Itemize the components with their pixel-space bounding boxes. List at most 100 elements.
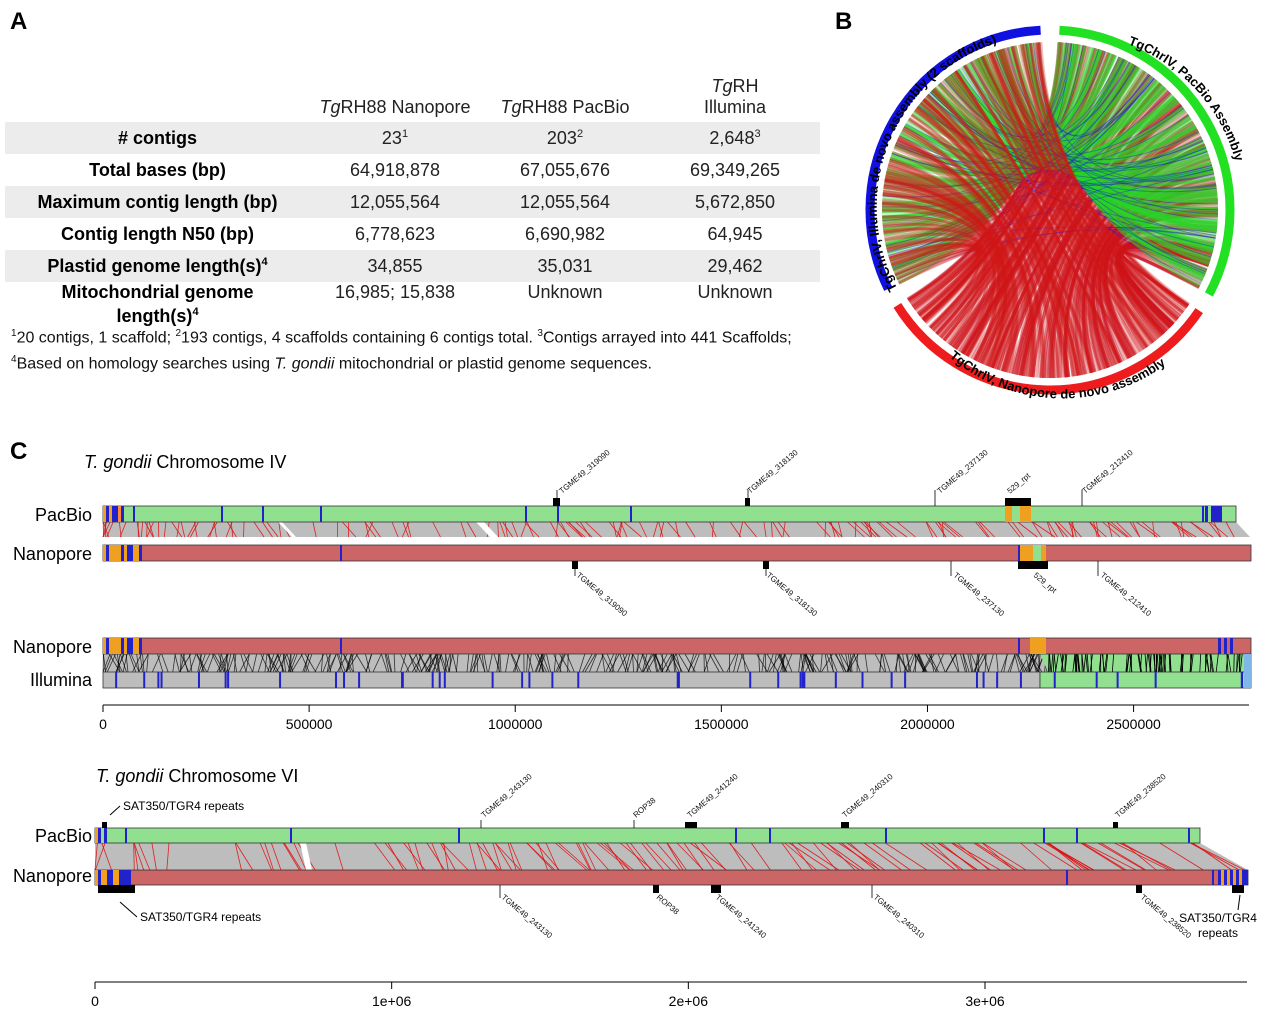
synteny-line <box>1225 521 1235 538</box>
contig-boundary <box>1241 672 1244 688</box>
circos-link <box>1025 43 1206 278</box>
synteny-line <box>1101 653 1105 673</box>
circos-link <box>912 111 1204 171</box>
synteny-line <box>502 521 513 538</box>
contig-boundary <box>125 828 127 843</box>
circos-link <box>1029 42 1204 282</box>
circos-link <box>886 65 1136 250</box>
synteny-line <box>283 842 302 871</box>
circos-link <box>913 110 1205 172</box>
gene-marker <box>1136 885 1142 893</box>
circos-link <box>916 105 1207 173</box>
circos-link <box>1062 142 1206 378</box>
circos-link <box>1117 243 1211 329</box>
synteny-line <box>151 653 161 673</box>
synteny-line <box>497 521 499 538</box>
synteny-line <box>661 653 673 673</box>
circos-link <box>1055 135 1202 378</box>
circos-link <box>988 52 1155 344</box>
synteny-line <box>1093 521 1098 538</box>
synteny-line <box>1075 653 1078 673</box>
synteny-line <box>675 653 682 673</box>
circos-link <box>890 44 1083 265</box>
circos-link <box>972 70 1147 361</box>
synteny-line <box>428 653 437 673</box>
circos-link <box>997 49 1214 250</box>
circos-link <box>1009 96 1176 374</box>
circos-link <box>933 87 1096 373</box>
circos-link <box>1052 132 1201 378</box>
circos-link <box>885 49 1102 246</box>
track-end-segment <box>1208 506 1211 522</box>
circos-link <box>980 55 1217 232</box>
circos-link <box>907 42 1062 302</box>
circos-link <box>989 52 1155 344</box>
circos-link <box>972 59 1141 354</box>
synteny-line <box>469 653 474 673</box>
synteny-line <box>1122 842 1157 871</box>
synteny-line <box>260 653 270 673</box>
track-end-segment <box>124 638 127 654</box>
synteny-line <box>119 521 127 538</box>
circos-link <box>994 51 1212 258</box>
circos-link <box>950 57 1123 347</box>
repeat-region <box>1033 545 1041 561</box>
circos-link <box>917 44 1080 317</box>
circos-link <box>908 117 1056 378</box>
panel-c-label: C <box>10 438 28 465</box>
synteny-line <box>575 842 591 871</box>
circos-link <box>1004 92 1172 373</box>
circos-link <box>889 95 1176 177</box>
circos-link <box>915 106 1206 173</box>
synteny-line <box>639 521 647 538</box>
circos-link <box>890 97 1178 175</box>
circos-link <box>989 81 1162 368</box>
circos-link <box>953 70 1218 201</box>
contig-boundary <box>279 672 282 688</box>
circos-link <box>978 56 1218 229</box>
circos-link <box>937 51 1108 337</box>
circos-link <box>969 61 1218 219</box>
circos-link <box>1016 102 1181 376</box>
synteny-line <box>983 653 990 673</box>
circos-link <box>907 42 1061 301</box>
track-end-segment <box>106 506 109 522</box>
synteny-line <box>1047 521 1058 538</box>
circos-link <box>962 64 1137 355</box>
circos-link <box>948 56 1122 346</box>
circos-link <box>975 58 1218 226</box>
contig-boundary <box>551 672 554 688</box>
circos-link <box>1022 43 1207 275</box>
synteny-line <box>1089 521 1101 538</box>
circos-link <box>1011 98 1178 375</box>
synteny-line <box>391 521 399 538</box>
track-end-segment <box>128 870 131 885</box>
circos-link <box>938 81 1216 187</box>
circos-link <box>1013 45 1174 326</box>
synteny-line <box>1068 521 1075 538</box>
circos-link <box>907 42 1063 303</box>
synteny-line <box>1012 521 1024 538</box>
circos-link <box>935 50 1105 335</box>
track-end-segment <box>112 545 115 561</box>
synteny-line <box>623 521 642 538</box>
circos-link <box>1081 167 1214 374</box>
gene-marker <box>763 561 769 569</box>
circos-link <box>1002 48 1166 334</box>
circos-link <box>932 87 1095 373</box>
circos-link <box>1094 189 1218 367</box>
circos-segment-nanopore <box>893 302 1203 395</box>
circos-link <box>927 94 1182 156</box>
circos-link <box>922 97 1081 376</box>
circos-link <box>958 61 1132 353</box>
circos-link <box>1014 100 1179 375</box>
synteny-line <box>1072 653 1076 673</box>
synteny-line <box>847 653 859 673</box>
circos-link <box>904 123 1197 170</box>
gene-marker <box>102 822 107 828</box>
circos-link <box>985 78 1158 367</box>
circos-link <box>929 47 1098 330</box>
contig-boundary <box>401 672 404 688</box>
circos-link <box>1116 241 1213 333</box>
gene-marker <box>745 498 750 506</box>
